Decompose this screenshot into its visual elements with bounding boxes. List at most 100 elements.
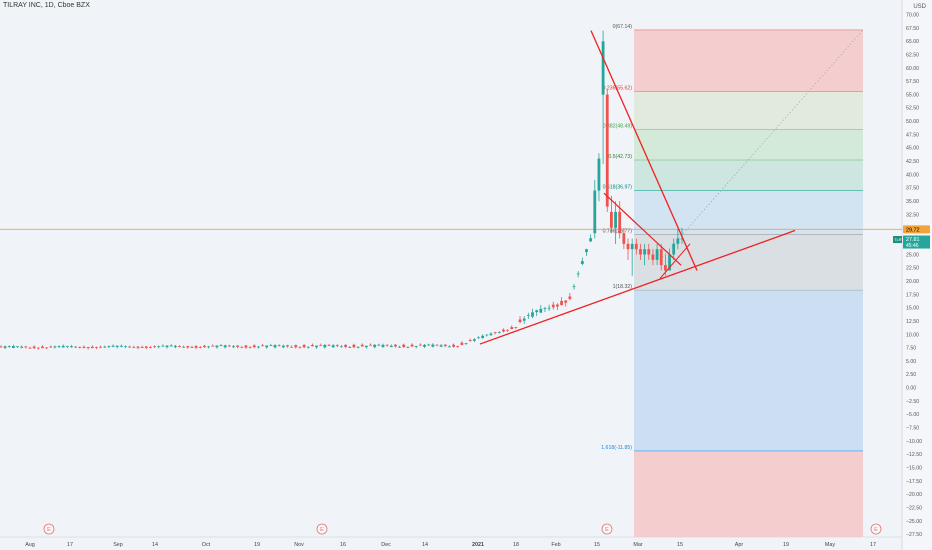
- horizontal-line-value: 29.72: [906, 227, 920, 233]
- candle-body: [269, 345, 273, 346]
- currency-unit: USD: [913, 4, 926, 10]
- candle-body: [190, 347, 194, 348]
- candle-body: [203, 345, 206, 348]
- symbol-tag: TLRY: [894, 237, 904, 242]
- candle-body: [186, 346, 190, 348]
- time-tick-label: Oct: [202, 542, 211, 548]
- price-tick-label: 37.50: [906, 186, 919, 192]
- candle-body: [352, 344, 356, 348]
- candle-body: [323, 344, 327, 348]
- candle-body: [472, 339, 476, 341]
- candle-body: [610, 211, 613, 228]
- price-tick-label: 2.50: [906, 372, 916, 378]
- price-tick-label: −12.50: [906, 452, 922, 458]
- fib-zone: [634, 234, 863, 291]
- candle-body: [676, 238, 680, 244]
- wedge-lower-line: [659, 243, 691, 279]
- candle-body: [7, 346, 11, 347]
- candle-body: [389, 345, 393, 348]
- price-tick-label: 67.50: [906, 26, 919, 32]
- candle-body: [194, 345, 198, 348]
- price-tick-label: 50.00: [906, 119, 919, 125]
- fib-level-label: 0.382(48.49): [603, 123, 633, 129]
- candle-body: [655, 249, 659, 260]
- candle-body: [302, 345, 306, 348]
- candle-body: [597, 158, 601, 191]
- fib-level-label: 0(67.14): [613, 24, 633, 30]
- candle-body: [568, 296, 572, 299]
- price-tick-label: −22.50: [906, 505, 922, 511]
- candle-body: [298, 347, 302, 349]
- candle-body: [564, 300, 568, 303]
- candle-body: [65, 345, 69, 347]
- candle-body: [510, 327, 514, 330]
- time-tick-label: 14: [152, 542, 158, 548]
- candle-body: [340, 346, 343, 348]
- price-tick-label: −2.50: [906, 399, 919, 405]
- wedge-upper-line: [603, 192, 682, 266]
- earnings-marker: [316, 523, 328, 535]
- chart-title: TILRAY INC, 1D, Cboe BZX: [3, 2, 90, 9]
- price-tick-label: −17.50: [906, 479, 922, 485]
- price-tick-label: 57.50: [906, 79, 919, 85]
- candle-body: [614, 211, 617, 228]
- candle-body: [489, 333, 493, 336]
- candle-body: [128, 346, 132, 348]
- support-trendline: [479, 229, 796, 345]
- candle-body: [182, 346, 186, 348]
- candle-body: [431, 344, 435, 347]
- time-tick-label: 15: [677, 542, 683, 548]
- candle-body: [107, 346, 111, 347]
- candle-body: [493, 332, 497, 334]
- candle-body: [630, 243, 634, 250]
- candle-body: [398, 346, 402, 348]
- candle-body: [252, 345, 256, 348]
- candle-body: [647, 249, 651, 255]
- candle-body: [103, 346, 107, 348]
- candle-body: [659, 249, 663, 266]
- candle-body: [535, 310, 539, 313]
- candle-body: [24, 346, 28, 348]
- candle-body: [3, 346, 7, 348]
- time-tick-label: 18: [513, 542, 519, 548]
- time-tick-label: 19: [254, 542, 260, 548]
- candle-body: [335, 344, 339, 346]
- price-axis-panel: [902, 0, 932, 550]
- price-tick-label: 35.00: [906, 199, 919, 205]
- candle-body: [286, 345, 289, 347]
- earnings-marker-label: E: [874, 527, 878, 533]
- candle-body: [622, 233, 626, 244]
- candle-body: [310, 344, 314, 347]
- candle-body: [290, 346, 294, 348]
- earnings-marker-label: E: [47, 527, 51, 533]
- fib-level-label: 0.5(42.73): [608, 154, 632, 160]
- resistance-trendline: [590, 30, 698, 271]
- candle-body: [157, 346, 161, 348]
- candle-body: [518, 319, 522, 323]
- candle-body: [651, 254, 655, 260]
- candle-body: [49, 346, 53, 348]
- price-tick-label: 0.00: [906, 386, 916, 392]
- time-tick-label: May: [825, 542, 835, 548]
- candle-body: [364, 345, 368, 348]
- price-tick-label: −15.00: [906, 466, 922, 472]
- bar-countdown: 45:46: [906, 243, 919, 249]
- price-tick-label: 52.50: [906, 106, 919, 112]
- candle-body: [348, 347, 352, 348]
- candle-body: [281, 345, 285, 348]
- earnings-marker: [43, 523, 55, 535]
- price-tick-label: 32.50: [906, 212, 919, 218]
- candle-body: [169, 345, 173, 347]
- candle-body: [605, 94, 609, 207]
- time-tick-label: Mar: [633, 542, 642, 548]
- candle-body: [377, 344, 381, 346]
- candle-body: [219, 345, 223, 347]
- candle-body: [78, 347, 82, 349]
- candle-body: [626, 243, 630, 250]
- candle-body: [207, 346, 210, 348]
- candle-body: [418, 344, 422, 346]
- candle-body: [427, 344, 431, 346]
- candle-body: [547, 307, 551, 309]
